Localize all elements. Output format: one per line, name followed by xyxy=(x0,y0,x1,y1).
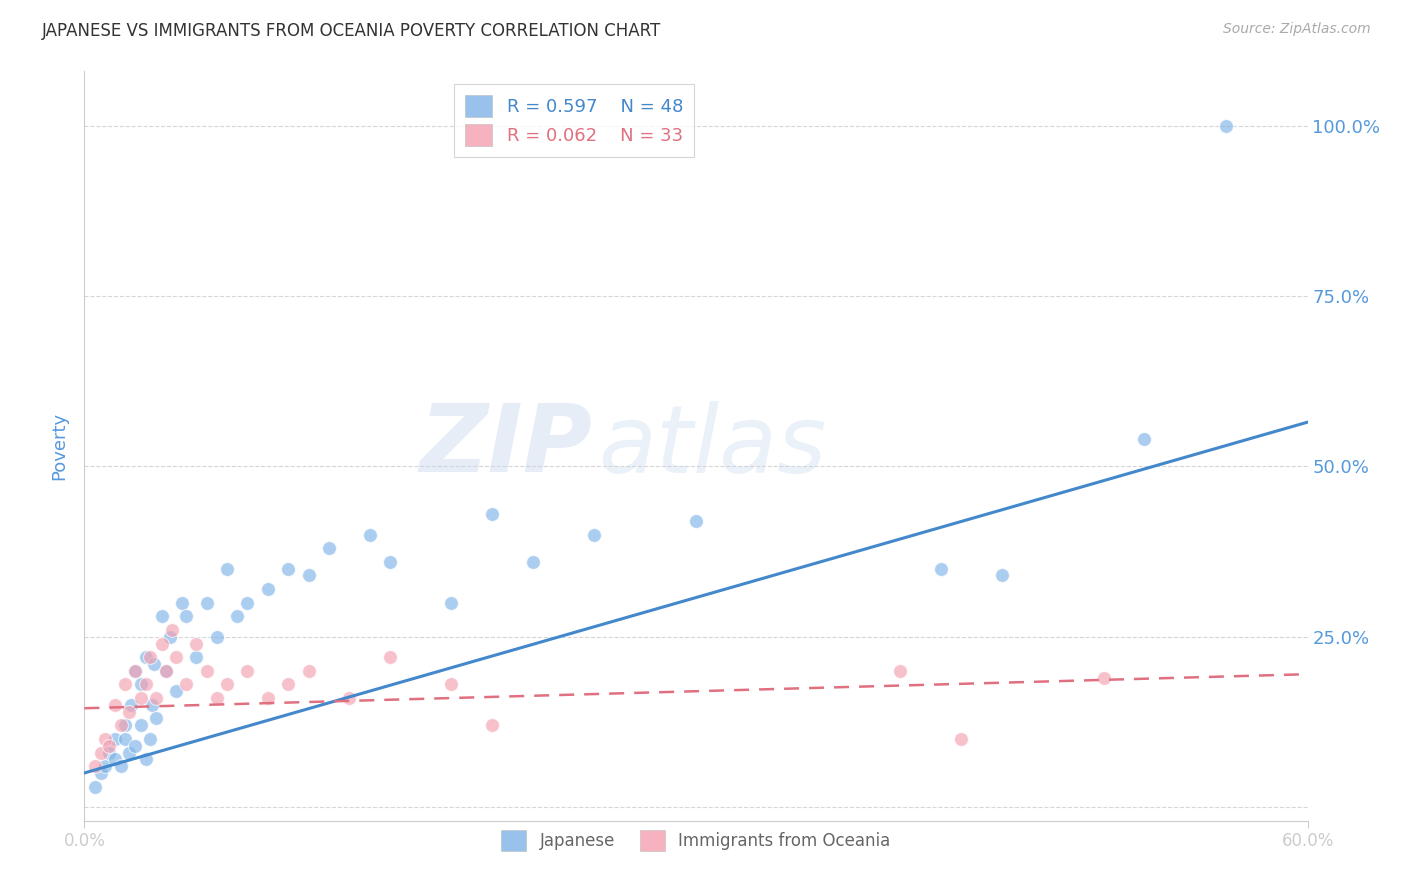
Point xyxy=(226,609,249,624)
Point xyxy=(929,561,952,575)
Point xyxy=(142,657,165,671)
Point xyxy=(114,731,136,746)
Point xyxy=(889,664,911,678)
Point xyxy=(174,677,197,691)
Point xyxy=(135,650,157,665)
Point xyxy=(104,752,127,766)
Point xyxy=(359,527,381,541)
Point xyxy=(217,677,239,691)
Point xyxy=(114,718,136,732)
Point xyxy=(165,650,187,665)
Point xyxy=(114,677,136,691)
Point xyxy=(135,752,157,766)
Point xyxy=(186,636,208,650)
Point xyxy=(155,664,177,678)
Text: Source: ZipAtlas.com: Source: ZipAtlas.com xyxy=(1223,22,1371,37)
Point xyxy=(165,684,187,698)
Point xyxy=(174,609,197,624)
Point xyxy=(1092,671,1115,685)
Point xyxy=(83,759,105,773)
Point xyxy=(141,698,163,712)
Point xyxy=(186,650,208,665)
Point xyxy=(440,677,463,691)
Point xyxy=(205,691,228,706)
Point xyxy=(205,630,228,644)
Point xyxy=(90,746,112,760)
Point xyxy=(135,677,157,691)
Point xyxy=(120,698,142,712)
Point xyxy=(138,650,160,665)
Point xyxy=(257,582,280,596)
Point xyxy=(298,664,321,678)
Point xyxy=(1215,119,1237,133)
Point xyxy=(145,711,167,725)
Point xyxy=(110,759,132,773)
Text: ZIP: ZIP xyxy=(419,400,592,492)
Point xyxy=(124,739,146,753)
Point xyxy=(150,609,173,624)
Point xyxy=(160,623,183,637)
Legend: Japanese, Immigrants from Oceania: Japanese, Immigrants from Oceania xyxy=(495,823,897,857)
Point xyxy=(277,677,299,691)
Point xyxy=(118,746,141,760)
Point xyxy=(131,677,153,691)
Point xyxy=(93,759,115,773)
Point xyxy=(685,514,707,528)
Point xyxy=(131,691,153,706)
Point xyxy=(195,596,218,610)
Point xyxy=(150,636,173,650)
Point xyxy=(159,630,181,644)
Point xyxy=(83,780,105,794)
Point xyxy=(90,766,112,780)
Text: JAPANESE VS IMMIGRANTS FROM OCEANIA POVERTY CORRELATION CHART: JAPANESE VS IMMIGRANTS FROM OCEANIA POVE… xyxy=(42,22,661,40)
Point xyxy=(277,561,299,575)
Text: atlas: atlas xyxy=(598,401,827,491)
Point xyxy=(583,527,606,541)
Point xyxy=(110,718,132,732)
Point xyxy=(481,507,503,521)
Point xyxy=(236,664,259,678)
Point xyxy=(1133,432,1156,446)
Point xyxy=(380,650,402,665)
Point xyxy=(522,555,544,569)
Point xyxy=(118,705,141,719)
Point xyxy=(257,691,280,706)
Point xyxy=(950,731,973,746)
Point xyxy=(93,731,115,746)
Point xyxy=(104,698,127,712)
Point xyxy=(440,596,463,610)
Point xyxy=(104,731,127,746)
Point xyxy=(318,541,340,556)
Point xyxy=(124,664,146,678)
Y-axis label: Poverty: Poverty xyxy=(51,412,69,480)
Point xyxy=(97,739,120,753)
Point xyxy=(298,568,321,582)
Point xyxy=(97,746,120,760)
Point xyxy=(236,596,259,610)
Point xyxy=(124,664,146,678)
Point xyxy=(131,718,153,732)
Point xyxy=(172,596,194,610)
Point xyxy=(155,664,177,678)
Point xyxy=(138,731,160,746)
Point xyxy=(145,691,167,706)
Point xyxy=(481,718,503,732)
Point xyxy=(991,568,1014,582)
Point xyxy=(339,691,361,706)
Point xyxy=(380,555,402,569)
Point xyxy=(217,561,239,575)
Point xyxy=(195,664,218,678)
